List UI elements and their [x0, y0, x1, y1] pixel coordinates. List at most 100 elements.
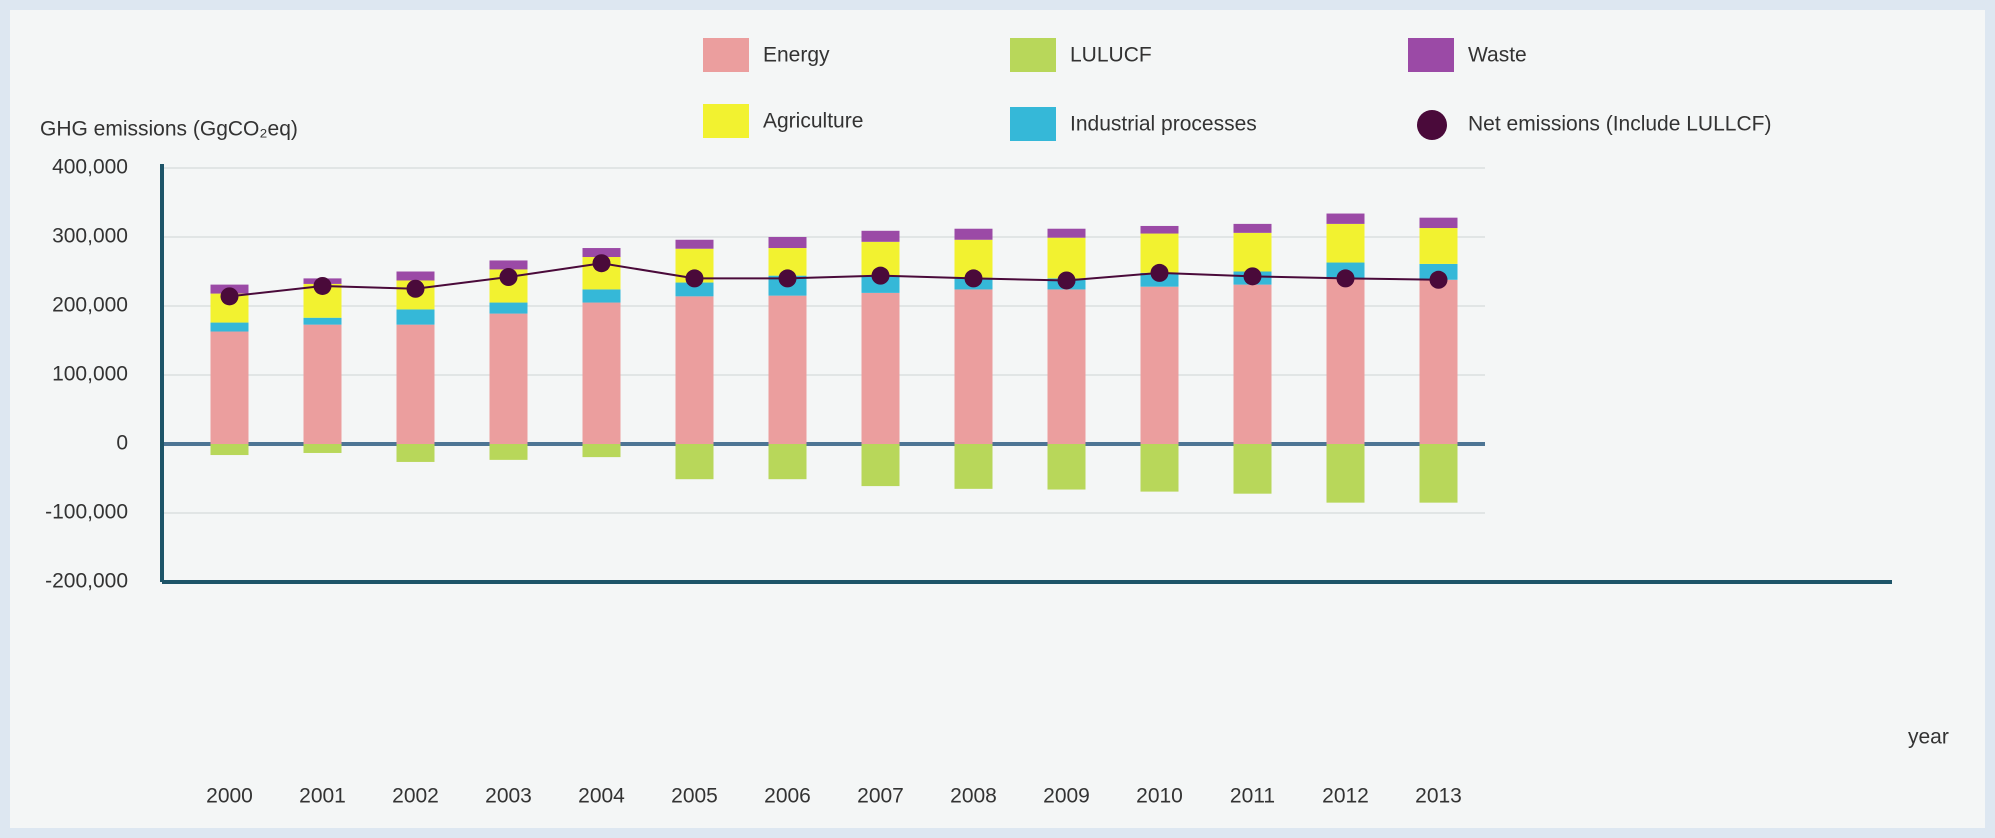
net-point — [313, 276, 332, 295]
bar-segment — [582, 289, 621, 303]
legend-label: Agriculture — [763, 110, 863, 133]
x-tick-label: 2003 — [485, 785, 532, 808]
y-tick-label: 200,000 — [52, 294, 128, 317]
bar-segment — [1326, 223, 1365, 263]
bar-segment — [675, 444, 714, 480]
x-axis-label: year — [1908, 726, 1949, 749]
bar-segment — [303, 444, 342, 453]
bar-segment — [210, 444, 249, 456]
bar-segment — [210, 331, 249, 444]
bar-segment — [1047, 228, 1086, 238]
bar-segment — [1140, 286, 1179, 444]
legend-label: Net emissions (Include LULLCF) — [1468, 113, 1771, 136]
bar-segment — [396, 271, 435, 281]
bar-segment — [582, 444, 621, 458]
bar-segment — [1233, 444, 1272, 494]
x-tick-label: 2005 — [671, 785, 718, 808]
legend-label: LULUCF — [1070, 44, 1152, 67]
legend-label: Industrial processes — [1070, 113, 1257, 136]
bar-segment — [396, 309, 435, 325]
bar-segment — [1326, 278, 1365, 444]
bar-segment — [1047, 289, 1086, 444]
y-tick-label: 0 — [116, 432, 128, 455]
bar-segment — [396, 444, 435, 462]
x-tick-label: 2000 — [206, 785, 253, 808]
x-tick-label: 2004 — [578, 785, 625, 808]
legend-label: Waste — [1468, 44, 1527, 67]
bar-segment — [1140, 444, 1179, 492]
net-point — [1057, 271, 1076, 290]
y-axis-label: GHG emissions (GgCO₂eq) — [40, 118, 298, 141]
legend-swatch — [1010, 38, 1056, 72]
x-tick-label: 2010 — [1136, 785, 1183, 808]
bar-segment — [954, 228, 993, 240]
bar-segment — [1233, 232, 1272, 272]
x-tick-label: 2007 — [857, 785, 904, 808]
x-tick-label: 2002 — [392, 785, 439, 808]
bar-segment — [582, 302, 621, 444]
x-tick-label: 2012 — [1322, 785, 1369, 808]
legend-swatch — [1417, 110, 1447, 140]
bar-segment — [675, 239, 714, 249]
x-tick-label: 2001 — [299, 785, 346, 808]
net-point — [1429, 270, 1448, 289]
x-tick-label: 2008 — [950, 785, 997, 808]
bar-segment — [1140, 225, 1179, 234]
bar-segment — [768, 295, 807, 444]
net-line — [229, 262, 1439, 298]
bar-segment — [1233, 284, 1272, 444]
y-tick-label: 100,000 — [52, 363, 128, 386]
bar-segment — [768, 444, 807, 480]
bar-segment — [954, 289, 993, 444]
bar-segment — [489, 260, 528, 270]
bar-segment — [303, 317, 342, 325]
bar-segment — [861, 230, 900, 242]
x-tick-label: 2006 — [764, 785, 811, 808]
net-point — [1243, 267, 1262, 286]
y-tick-label: -200,000 — [45, 570, 128, 593]
bar-segment — [1419, 217, 1458, 229]
bar-segment — [210, 322, 249, 332]
bar-segment — [675, 296, 714, 444]
y-tick-label: 400,000 — [52, 156, 128, 179]
bar-segment — [1233, 223, 1272, 233]
net-point — [1150, 263, 1169, 282]
net-point — [964, 269, 983, 288]
x-tick-label: 2013 — [1415, 785, 1462, 808]
bar-segment — [768, 237, 807, 249]
bar-segment — [675, 282, 714, 297]
legend-swatch — [1408, 38, 1454, 72]
net-point — [406, 279, 425, 298]
bar-segment — [489, 313, 528, 444]
bar-segment — [1419, 444, 1458, 503]
net-point — [778, 269, 797, 288]
bar-segment — [861, 444, 900, 487]
bar-segment — [1419, 228, 1458, 264]
x-tick-label: 2009 — [1043, 785, 1090, 808]
net-point — [1336, 269, 1355, 288]
net-point — [685, 269, 704, 288]
bar-segment — [396, 324, 435, 444]
y-tick-label: -100,000 — [45, 501, 128, 524]
net-point — [871, 266, 890, 285]
bar-segment — [1326, 213, 1365, 224]
x-tick-label: 2011 — [1230, 785, 1275, 808]
bar-segment — [1419, 279, 1458, 444]
legend-swatch — [703, 38, 749, 72]
y-tick-label: 300,000 — [52, 225, 128, 248]
bar-segment — [489, 302, 528, 314]
bar-segment — [1047, 444, 1086, 490]
bar-segment — [303, 324, 342, 444]
net-point — [220, 287, 239, 306]
bar-segment — [1326, 444, 1365, 503]
bar-segment — [582, 248, 621, 258]
net-point — [499, 268, 518, 287]
legend-swatch — [1010, 107, 1056, 141]
legend-label: Energy — [763, 44, 830, 67]
net-point — [592, 254, 611, 273]
bar-segment — [489, 444, 528, 460]
bar-segment — [861, 292, 900, 444]
legend-swatch — [703, 104, 749, 138]
bar-segment — [954, 444, 993, 489]
